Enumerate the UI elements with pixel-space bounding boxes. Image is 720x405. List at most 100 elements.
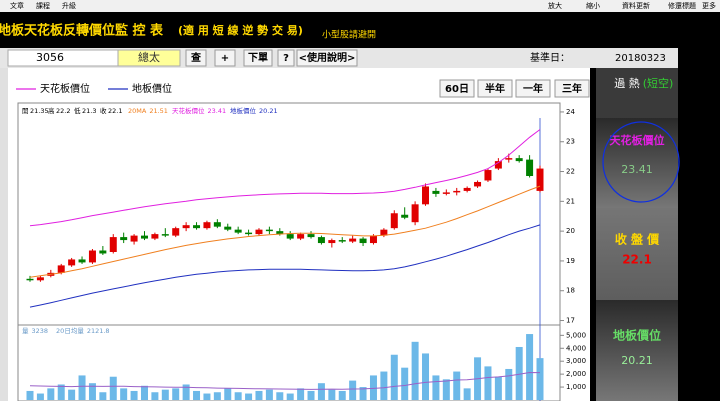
info-label: 地板價位 — [230, 106, 257, 115]
candle-body — [328, 240, 336, 244]
toolbar-item[interactable]: 資料更新 — [622, 1, 650, 10]
y-tick-label: 3,000 — [566, 357, 586, 365]
candle-body — [442, 192, 450, 194]
info-value: 2121.8 — [87, 327, 110, 335]
volume-bar — [109, 376, 117, 400]
candle-body — [276, 231, 284, 235]
candle-body — [505, 158, 513, 160]
range-button[interactable] — [554, 79, 590, 98]
range-button[interactable] — [515, 79, 551, 98]
info-label: 低 — [74, 106, 81, 115]
toolbar-item[interactable]: 修還標題 — [668, 1, 696, 10]
button[interactable] — [243, 49, 273, 67]
candle-body — [234, 229, 242, 233]
volume-bar — [234, 392, 242, 400]
candle-body — [380, 229, 388, 236]
volume-bar — [328, 389, 336, 400]
candle-body — [317, 237, 325, 244]
floor-box — [596, 300, 678, 401]
volume-bar — [422, 353, 430, 400]
status-note: (短空) — [643, 76, 674, 90]
volume-bar — [432, 375, 440, 400]
volume-bar — [453, 371, 461, 400]
toolbar-item[interactable]: 文章 — [10, 1, 24, 10]
volume-bar — [297, 388, 305, 400]
button[interactable] — [214, 49, 236, 67]
floor-label: 地板價位 — [613, 328, 661, 343]
legend-label: 地板價位 — [132, 82, 172, 95]
candle-body — [99, 250, 107, 254]
candle-body — [401, 214, 409, 218]
y-tick-label: 22 — [566, 168, 575, 176]
line-series — [29, 224, 541, 308]
date: 20180323 — [615, 53, 666, 64]
candle-body — [255, 229, 263, 235]
candle-body — [203, 222, 211, 229]
candle-body — [224, 226, 232, 230]
candle-body — [151, 234, 159, 239]
annotation-circle — [602, 121, 680, 203]
title: 地板天花板反轉價位監 控 表 — [0, 23, 164, 39]
candle-body — [359, 238, 367, 244]
candle-body — [78, 259, 86, 263]
status-box — [596, 68, 678, 118]
candle-body — [526, 159, 534, 177]
range-label: 60日 — [445, 83, 469, 95]
volume-bar — [515, 346, 523, 400]
button[interactable] — [296, 49, 358, 67]
volume-bar — [193, 390, 201, 400]
volume-bar — [369, 375, 377, 400]
info-value: 22.1 — [108, 107, 122, 115]
button[interactable] — [185, 49, 207, 67]
volume-bar — [494, 376, 502, 400]
button-label: ? — [283, 53, 289, 64]
note: 小型股請避開 — [322, 29, 376, 41]
info-value: 22.2 — [56, 107, 70, 115]
y-tick-label: 4,000 — [566, 344, 586, 352]
volume-bar — [224, 388, 232, 400]
y-tick-label: 2,000 — [566, 370, 586, 378]
stock-name: 總太 — [138, 50, 160, 64]
candle-body — [390, 213, 398, 229]
info-label: 高 — [48, 106, 55, 115]
toolbar-item[interactable]: 升級 — [62, 1, 76, 10]
toolbar-item[interactable]: 縮小 — [586, 1, 600, 10]
candle-body — [26, 278, 34, 281]
volume-bar — [78, 375, 86, 400]
range-label: 三年 — [562, 82, 582, 95]
volume-bar — [484, 366, 492, 400]
range-label: 一年 — [523, 82, 543, 95]
volume-bar — [47, 388, 55, 400]
candle-body — [422, 186, 430, 205]
candle-body — [297, 234, 305, 239]
volume-bar — [140, 385, 148, 400]
candle-body — [88, 250, 96, 263]
volume-bar — [130, 390, 138, 400]
candle-body — [245, 232, 253, 235]
toolbar-item[interactable]: 放大 — [548, 1, 562, 10]
volume-bar — [317, 383, 325, 400]
button[interactable] — [277, 49, 295, 67]
volume-bar — [463, 388, 471, 400]
info-value: 20.21 — [259, 107, 278, 115]
volume-bar — [26, 390, 34, 400]
info-label: 天花板價位 — [172, 106, 205, 115]
info-value: 21.35 — [30, 107, 49, 115]
toolbar-item[interactable]: 更多 — [702, 1, 716, 10]
candle-body — [120, 237, 128, 241]
candle-body — [432, 190, 440, 194]
info-value: 21.3 — [82, 107, 96, 115]
volume-bar — [182, 384, 190, 400]
range-button[interactable] — [477, 79, 513, 98]
candle-body — [536, 168, 544, 191]
range-button[interactable] — [439, 79, 475, 98]
toolbar-item[interactable]: 課程 — [36, 1, 50, 10]
right-strip — [678, 12, 720, 401]
candle-body — [265, 229, 273, 232]
candle-body — [474, 181, 482, 187]
line-series — [29, 129, 541, 227]
volume-bar — [255, 390, 263, 400]
date-label: 基準日： — [530, 51, 570, 64]
volume-bar — [88, 383, 96, 400]
